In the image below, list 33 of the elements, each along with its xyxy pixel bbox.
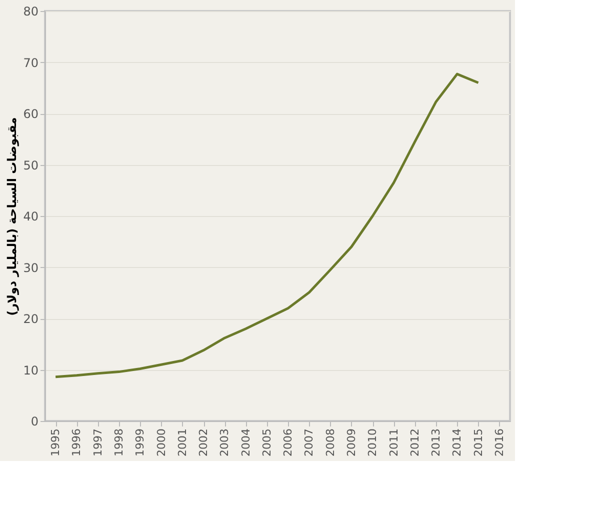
- y-tick-label: 30: [23, 260, 38, 275]
- y-tick-label: 0: [30, 414, 38, 428]
- line-series: [54, 72, 480, 378]
- x-tick-label: 2011: [387, 428, 400, 456]
- x-tick-label: 2000: [154, 428, 168, 456]
- x-tick-label: 2015: [472, 428, 485, 456]
- y-tick-label: 20: [23, 312, 38, 326]
- y-tick-label: 60: [23, 107, 38, 121]
- x-tick-label: 2008: [324, 428, 337, 456]
- x-tick-label: 2001: [176, 428, 189, 456]
- x-tick-label: 2014: [450, 428, 464, 456]
- x-tick-label: 1995: [49, 428, 62, 456]
- y-tick-label: 50: [23, 158, 38, 172]
- x-tick-label: 2007: [302, 428, 316, 456]
- x-tick-label: 2009: [344, 428, 358, 456]
- y-tick-label: 40: [23, 210, 38, 224]
- y-tick-label: 80: [23, 4, 38, 18]
- y-axis-title: مقبوضات السياحة (بالمليار دولار): [5, 117, 20, 316]
- x-tick-label: 2004: [239, 428, 252, 456]
- x-tick-label: 2012: [408, 428, 422, 456]
- y-tick-label: 70: [23, 56, 38, 70]
- x-tick-label: 2013: [430, 428, 443, 456]
- x-tick-label: 2002: [197, 428, 210, 456]
- x-tick-label: 2016: [492, 428, 506, 456]
- x-tick-label: 1999: [134, 428, 147, 456]
- x-tick-label: 2003: [218, 428, 232, 456]
- y-tick-label: 10: [23, 363, 38, 378]
- x-tick-label: 1997: [91, 428, 104, 456]
- x-tick-label: 1998: [112, 428, 126, 456]
- x-tick-label: 1996: [70, 428, 84, 456]
- x-tick-label: 2010: [366, 428, 380, 456]
- x-tick-label: 2005: [260, 428, 274, 456]
- x-tick-label: 2006: [282, 428, 295, 456]
